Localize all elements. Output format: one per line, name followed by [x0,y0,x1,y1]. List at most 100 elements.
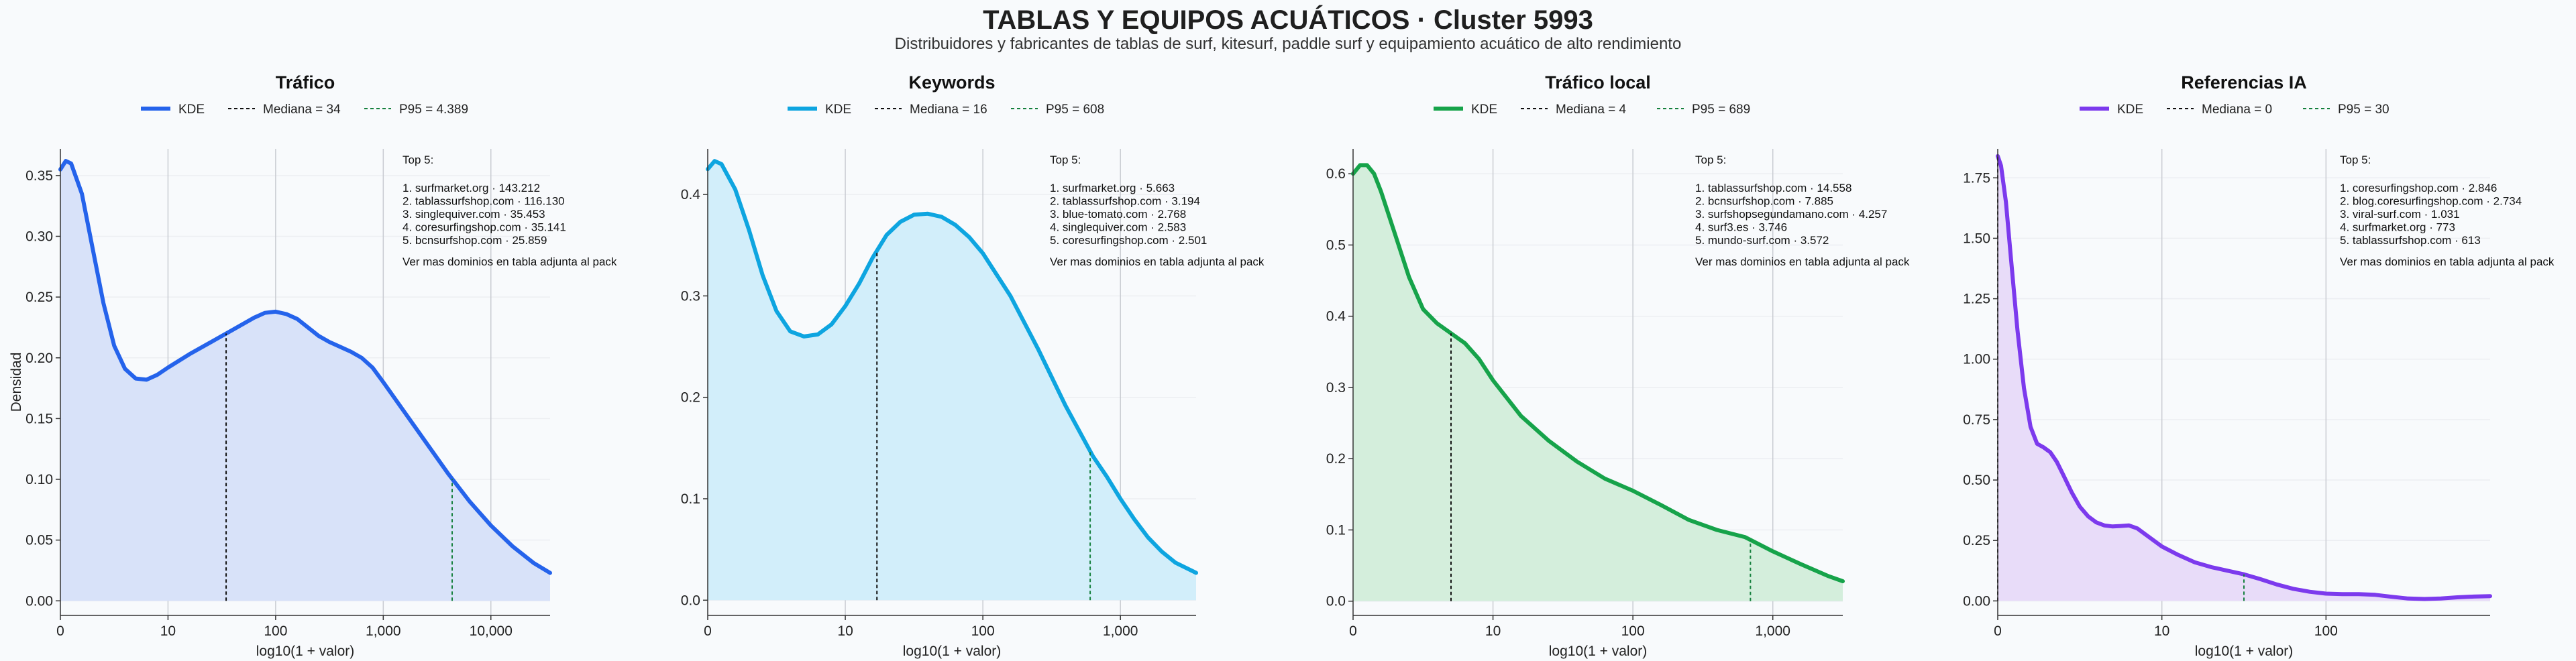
x-tick-label: 100 [1621,623,1645,639]
legend-p95-label: P95 = 4.389 [399,103,468,117]
top5-item: 1. tablassurfshop.com · 14.558 [1695,182,1851,194]
y-tick-label: 1.50 [1963,231,1990,246]
top5-item: 1. coresurfingshop.com · 2.846 [2340,182,2497,194]
y-tick-label: 0.30 [25,229,53,245]
x-tick-label: 1,000 [1103,623,1138,639]
y-tick-label: 1.25 [1963,292,1990,307]
y-tick-label: 0.5 [1326,237,1346,253]
x-tick-label: 100 [971,623,995,639]
top5-item: 4. surf3.es · 3.746 [1695,221,1787,234]
top5-title: Top 5: [2340,154,2371,166]
top5-item: 2. tablassurfshop.com · 116.130 [402,195,565,208]
y-tick-label: 0.2 [1326,451,1346,467]
x-axis-label: log10(1 + valor) [2195,644,2294,659]
legend-median-label: Mediana = 4 [1556,103,1627,117]
top5-note: Ver mas dominios en tabla adjunta al pac… [1695,255,1910,268]
legend-median-label: Mediana = 16 [910,103,987,117]
y-axis-label: Densidad [9,353,24,412]
x-tick-label: 10 [2154,623,2169,639]
y-tick-label: 0.0 [681,593,700,608]
top5-item: 1. surfmarket.org · 143.212 [402,182,540,194]
top5-note: Ver mas dominios en tabla adjunta al pac… [2340,255,2555,268]
top5-item: 4. singlequiver.com · 2.583 [1050,221,1186,234]
x-tick-label: 0 [1349,623,1357,639]
y-tick-label: 0.10 [25,472,53,487]
y-tick-label: 0.25 [25,290,53,305]
top5-item: 5. tablassurfshop.com · 613 [2340,234,2481,247]
top5-item: 4. coresurfingshop.com · 35.141 [402,221,566,234]
top5-item: 5. mundo-surf.com · 3.572 [1695,234,1829,247]
x-axis-label: log10(1 + valor) [1549,644,1648,659]
y-tick-label: 0.3 [681,288,700,304]
legend: KDE Mediana = 0 P95 = 30 [2080,103,2390,117]
y-tick-label: 0.35 [25,168,53,184]
panel-title: Tráfico [276,72,335,93]
top5-item: 3. singlequiver.com · 35.453 [402,208,545,221]
y-tick-label: 0.50 [1963,473,1990,488]
y-tick-label: 0.20 [25,351,53,366]
y-tick-label: 0.2 [681,390,700,406]
x-tick-label: 1,000 [366,623,401,639]
x-tick-label: 10 [837,623,853,639]
top5-note: Ver mas dominios en tabla adjunta al pac… [402,255,617,268]
legend-median-label: Mediana = 0 [2202,103,2272,117]
x-tick-label: 10 [1485,623,1501,639]
kde-line [1351,163,1845,583]
legend-p95-label: P95 = 608 [1046,103,1104,117]
kde-area [1353,165,1843,601]
x-tick-label: 10,000 [470,623,513,639]
x-tick-label: 1,000 [1755,623,1790,639]
legend-p95-label: P95 = 689 [1692,103,1750,117]
x-tick-label: 0 [1994,623,2002,639]
y-tick-label: 0.4 [681,187,701,202]
y-tick-label: 0.05 [25,533,53,548]
y-tick-label: 1.00 [1963,352,1990,367]
x-axis-label: log10(1 + valor) [256,644,355,659]
x-tick-label: 0 [56,623,64,639]
legend-kde-label: KDE [825,103,851,117]
legend: KDE Mediana = 16 P95 = 608 [788,103,1104,117]
y-tick-label: 0.3 [1326,380,1346,396]
legend-kde-label: KDE [2117,103,2143,117]
x-tick-label: 10 [160,623,176,639]
kde-area [1998,156,2490,601]
top5-item: 3. surfshopsegundamano.com · 4.257 [1695,208,1887,221]
y-tick-label: 0.25 [1963,533,1990,548]
y-tick-label: 0.75 [1963,412,1990,428]
kde-area [60,161,550,601]
top5-item: 5. coresurfingshop.com · 2.501 [1050,234,1207,247]
top5-item: 2. tablassurfshop.com · 3.194 [1050,195,1200,208]
top5-item: 4. surfmarket.org · 773 [2340,221,2455,234]
y-tick-label: 0.00 [1963,593,1990,609]
legend-p95-label: P95 = 30 [2338,103,2390,117]
y-tick-label: 0.4 [1326,309,1346,324]
legend: KDE Mediana = 34 P95 = 4.389 [141,103,468,117]
y-tick-label: 0.1 [681,491,700,507]
panel-title: Referencias IA [2181,72,2307,93]
legend-kde-label: KDE [178,103,205,117]
x-tick-label: 100 [2314,623,2338,639]
panel-title: Keywords [908,72,995,93]
x-tick-label: 100 [264,623,287,639]
top5-item: 1. surfmarket.org · 5.663 [1050,182,1175,194]
top5-title: Top 5: [1050,154,1081,166]
page-subtitle: Distribuidores y fabricantes de tablas d… [894,35,1682,53]
y-tick-label: 0.6 [1326,166,1346,182]
top5-item: 2. blog.coresurfingshop.com · 2.734 [2340,195,2522,208]
y-tick-label: 0.0 [1326,594,1346,609]
kde-line [706,159,1198,575]
y-tick-label: 1.75 [1963,170,1990,186]
top5-item: 3. blue-tomato.com · 2.768 [1050,208,1186,221]
legend-median-label: Mediana = 34 [263,103,341,117]
top5-item: 5. bcnsurfshop.com · 25.859 [402,234,547,247]
top5-item: 3. viral-surf.com · 1.031 [2340,208,2460,221]
y-tick-label: 0.00 [25,593,53,609]
top5-item: 2. bcnsurfshop.com · 7.885 [1695,195,1833,208]
legend: KDE Mediana = 4 P95 = 689 [1434,103,1750,117]
legend-kde-label: KDE [1471,103,1497,117]
x-axis-label: log10(1 + valor) [903,644,1002,659]
x-tick-label: 0 [704,623,712,639]
